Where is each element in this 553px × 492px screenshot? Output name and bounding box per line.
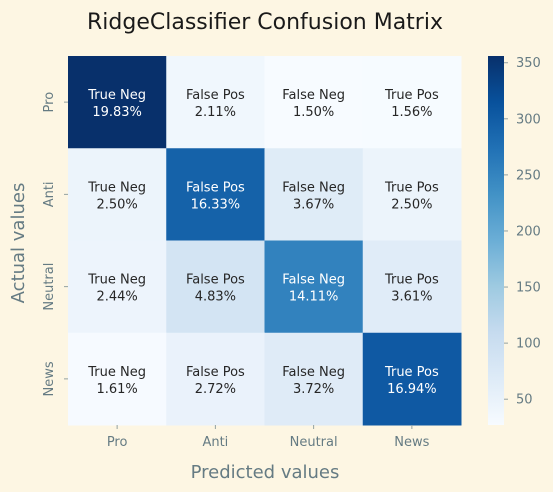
cell-name-label: True Neg xyxy=(87,365,146,380)
cell-percent-label: 4.83% xyxy=(195,290,236,305)
cell-percent-label: 1.56% xyxy=(391,105,432,120)
cell-percent-label: 3.72% xyxy=(293,382,334,397)
heatmap-cell xyxy=(362,56,462,149)
colorbar-tick-label: 200 xyxy=(516,224,541,239)
cell-percent-label: 2.11% xyxy=(195,105,236,120)
colorbar-tick-label: 350 xyxy=(516,56,541,71)
heatmap-cells: True Neg 19.83% False Pos 2.11% False Neg 1.5… xyxy=(68,56,462,426)
x-tick-label: Pro xyxy=(107,435,128,450)
heatmap-cell xyxy=(264,332,364,426)
heatmap-cell xyxy=(166,148,265,241)
chart-title: RidgeClassifier Confusion Matrix xyxy=(87,10,443,35)
cell-percent-label: 2.44% xyxy=(96,290,137,305)
heatmap-cell xyxy=(166,56,265,149)
colorbar-ticks: 50 100 150 200 250 300 350 xyxy=(504,56,541,408)
cell-percent-label: 14.11% xyxy=(289,290,339,305)
cell-name-label: False Pos xyxy=(186,88,245,103)
heatmap-cell xyxy=(68,332,167,426)
cell-name-label: False Neg xyxy=(282,180,345,195)
heatmap-cell xyxy=(264,148,364,241)
cell-name-label: True Pos xyxy=(384,88,439,103)
cell-percent-label: 2.72% xyxy=(195,382,236,397)
y-axis-label: Actual values xyxy=(8,183,29,304)
cell-name-label: False Neg xyxy=(282,273,345,288)
cell-percent-label: 2.50% xyxy=(96,197,137,212)
x-tick-labels: Pro Anti Neutral News xyxy=(107,425,430,450)
colorbar-tick-label: 250 xyxy=(516,168,541,183)
cell-name-label: False Pos xyxy=(186,365,245,380)
colorbar-tick-label: 150 xyxy=(516,281,541,296)
colorbar-tick-label: 50 xyxy=(516,393,533,408)
y-tick-label: News xyxy=(42,361,57,396)
cell-name-label: True Neg xyxy=(87,88,146,103)
heatmap-cell xyxy=(362,148,462,241)
cell-name-label: False Neg xyxy=(282,88,345,103)
heatmap-cell xyxy=(362,332,462,426)
heatmap-cell xyxy=(166,332,265,426)
colorbar xyxy=(488,56,504,425)
colorbar-tick-label: 100 xyxy=(516,337,541,352)
cell-percent-label: 1.61% xyxy=(96,382,137,397)
heatmap-cell xyxy=(68,240,167,334)
cell-name-label: True Pos xyxy=(384,180,439,195)
y-tick-label: Neutral xyxy=(42,263,57,311)
heatmap-cell xyxy=(68,148,167,241)
y-tick-labels: Pro Anti Neutral News xyxy=(42,92,68,396)
x-axis-label: Predicted values xyxy=(191,462,340,483)
cell-percent-label: 1.50% xyxy=(293,105,334,120)
heatmap-cell xyxy=(166,240,265,334)
x-tick-label: Anti xyxy=(202,435,228,450)
cell-name-label: False Neg xyxy=(282,365,345,380)
y-tick-label: Anti xyxy=(42,181,57,207)
cell-name-label: False Pos xyxy=(186,273,245,288)
x-tick-label: News xyxy=(394,435,429,450)
cell-name-label: True Neg xyxy=(87,273,146,288)
cell-name-label: True Neg xyxy=(87,180,146,195)
cell-name-label: False Pos xyxy=(186,180,245,195)
cell-name-label: True Pos xyxy=(384,365,439,380)
cell-name-label: True Pos xyxy=(384,273,439,288)
heatmap-cell xyxy=(68,56,167,149)
cell-percent-label: 16.94% xyxy=(387,382,437,397)
colorbar-tick-label: 300 xyxy=(516,112,541,127)
x-tick-label: Neutral xyxy=(290,435,338,450)
heatmap-cell xyxy=(264,56,364,149)
heatmap-cell xyxy=(264,240,364,334)
heatmap-cell xyxy=(362,240,462,334)
cell-percent-label: 16.33% xyxy=(191,197,241,212)
y-tick-label: Pro xyxy=(42,92,57,113)
cell-percent-label: 2.50% xyxy=(391,197,432,212)
cell-percent-label: 19.83% xyxy=(92,105,142,120)
cell-percent-label: 3.61% xyxy=(391,290,432,305)
cell-percent-label: 3.67% xyxy=(293,197,334,212)
